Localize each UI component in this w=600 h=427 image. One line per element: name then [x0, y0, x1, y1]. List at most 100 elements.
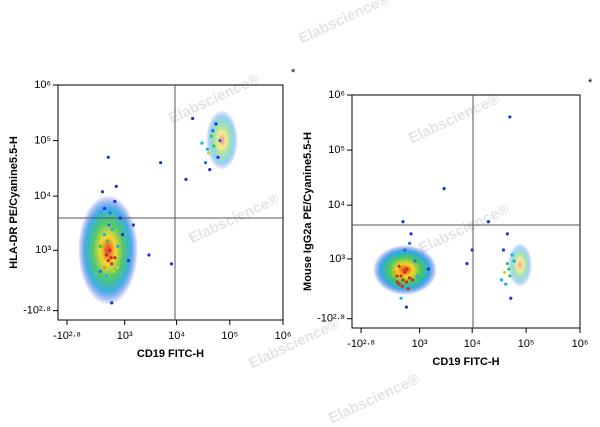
event-dot: [102, 265, 107, 270]
event-dot: [504, 282, 508, 286]
y-tick-label: 10⁶: [328, 89, 345, 101]
event-dot: [159, 161, 163, 165]
event-dot: [211, 129, 215, 133]
event-dot: [401, 278, 405, 282]
event-dot: [402, 261, 406, 266]
event-dot: [102, 233, 107, 237]
event-dot: [503, 270, 507, 274]
event-dot: [409, 232, 413, 236]
plot: -10²·⁸ 10³ 10⁴ 10⁵ 10⁶ -10²·⁸ 10³ 10⁴ 10⁵ 10⁶ CD19…: [8, 67, 296, 360]
y-tick-label: 10⁶: [34, 79, 51, 91]
plot-frame: [351, 94, 581, 329]
event-dot: [406, 287, 410, 291]
event-dot: [399, 296, 403, 300]
y-tick-label: 10⁵: [34, 134, 51, 146]
watermark: Elabscience®: [416, 200, 512, 257]
event-dot: [395, 280, 399, 284]
watermark: Elabscience®: [406, 90, 502, 147]
event-dot: [505, 232, 509, 236]
event-dot: [415, 274, 420, 278]
event-dot: [100, 250, 105, 255]
event-dot: [510, 253, 514, 257]
watermark: Elabscience®: [186, 190, 282, 247]
event-dot: [113, 256, 117, 260]
event-dot: [110, 301, 114, 305]
x-tick-label: 10³: [412, 338, 428, 350]
event-dot: [499, 278, 504, 282]
density-shade: [373, 245, 437, 295]
corner-mark: *: [291, 67, 296, 79]
event-dot: [407, 241, 412, 245]
event-dot: [501, 248, 506, 252]
event-dot: [403, 270, 407, 274]
event-dot: [208, 168, 212, 172]
event-dot: [191, 116, 195, 121]
event-dot: [397, 264, 401, 268]
event-dot: [120, 233, 125, 237]
event-dot: [114, 184, 118, 188]
event-dot: [147, 253, 151, 257]
event-dot: [401, 220, 405, 224]
event-dot: [110, 227, 114, 231]
event-dot: [107, 223, 111, 227]
x-tick-label: 10³: [117, 330, 133, 342]
event-dot: [100, 190, 105, 194]
event-dot: [404, 305, 409, 309]
event-dot: [512, 259, 516, 263]
event-dot: [442, 187, 446, 191]
x-tick-label: -10²·⁸: [347, 338, 375, 350]
density-shade: [206, 110, 238, 170]
y-tick-label: -10²·⁸: [317, 313, 345, 325]
x-tick-label: 10⁴: [464, 338, 481, 350]
event-dot: [116, 265, 120, 270]
event-dot: [184, 177, 188, 182]
event-dot: [413, 259, 417, 263]
event-dot: [404, 280, 409, 284]
event-dot: [212, 144, 216, 148]
event-dot: [110, 262, 114, 266]
y-axis-title: Mouse IgG2a PE/Cyanine5.5-H: [302, 132, 314, 291]
event-dot: [465, 261, 469, 266]
corner-mark: *: [588, 77, 593, 89]
event-dot: [218, 138, 222, 143]
event-dot: [109, 256, 113, 260]
x-axis-title: CD19 FITC-H: [137, 348, 204, 360]
watermark: Elabscience®: [296, 0, 392, 47]
event-dot: [216, 155, 220, 159]
event-dot: [203, 161, 208, 165]
x-tick-label: 10⁵: [221, 330, 238, 342]
plot-frame: [57, 84, 284, 321]
event-dot: [505, 261, 509, 266]
event-dot: [105, 239, 110, 243]
plot: -10²·⁸ 10³ 10⁴ 10⁵ 10⁶ -10²·⁸ 10³ 10⁴ 10⁵ 10⁶ CD19…: [302, 77, 593, 368]
y-tick-label: 10⁴: [328, 199, 345, 211]
event-dot: [399, 274, 403, 278]
event-dot: [104, 274, 109, 278]
event-dot: [106, 259, 110, 263]
event-dot: [113, 199, 117, 204]
event-dot: [104, 253, 109, 257]
event-dot: [486, 220, 491, 224]
event-dot: [508, 115, 512, 119]
event-dot: [98, 269, 102, 274]
event-dot: [106, 155, 110, 159]
event-dot: [508, 274, 512, 278]
event-dot: [111, 269, 115, 274]
y-tick-label: 10⁴: [34, 190, 51, 202]
y-tick-label: 10³: [35, 244, 51, 256]
event-dot: [209, 134, 213, 138]
x-tick-label: 10⁴: [168, 330, 185, 342]
x-tick-label: 10⁵: [518, 338, 535, 350]
event-dot: [405, 267, 409, 271]
x-axis-title: CD19 FITC-H: [432, 356, 499, 368]
event-dot: [400, 284, 404, 288]
event-dot: [395, 274, 399, 278]
event-dot: [116, 244, 120, 248]
event-dot: [509, 296, 513, 300]
event-dot: [507, 267, 511, 271]
x-tick-label: 10⁶: [275, 330, 292, 342]
event-dot: [200, 141, 204, 145]
density-shade: [508, 243, 532, 287]
x-tick-label: 10⁶: [572, 338, 589, 350]
event-dot: [407, 276, 412, 280]
